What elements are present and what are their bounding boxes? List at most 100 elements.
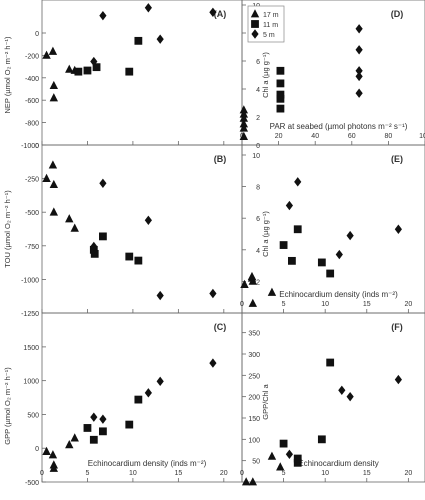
x-tick-label: 0: [40, 470, 44, 477]
y-axis-label: TOU (µmol O₂ m⁻² h⁻¹): [3, 190, 12, 268]
y-tick-label: -1000: [21, 277, 39, 284]
data-point-diamond: [294, 177, 302, 187]
data-point-diamond: [99, 178, 107, 189]
y-axis-label: GPP/Chl a: [261, 383, 270, 419]
y-tick-label: -1250: [21, 311, 39, 318]
data-point-diamond: [394, 224, 402, 234]
data-point-triangle: [42, 173, 51, 182]
data-point-diamond: [90, 241, 98, 252]
data-point-diamond: [99, 414, 107, 424]
y-tick-label: 150: [248, 416, 260, 423]
x-tick-label: 15: [363, 470, 371, 477]
y-tick-label: 500: [27, 412, 39, 419]
series-square: [279, 225, 335, 278]
data-point-square: [276, 90, 285, 99]
y-axis-label: NEP (µmol O₂ m⁻² h⁻¹): [3, 36, 12, 114]
data-point-triangle: [49, 80, 59, 90]
data-point-square: [83, 424, 92, 432]
panel-d: 0246810020406080100Chl a (µg g⁻¹)PAR at …: [239, 0, 425, 150]
data-point-square: [89, 435, 98, 444]
data-point-diamond: [355, 66, 363, 76]
y-tick-label: -750: [25, 244, 39, 251]
legend-label: 17 m: [263, 12, 279, 19]
panel-f: 50 100 150 200 250 300 350 0 5 10 15 20 GPP/Chl a Ech…: [240, 312, 425, 486]
data-point-triangle: [70, 433, 79, 442]
x-axis-label: Echinocardium density (inds m⁻²): [279, 290, 398, 299]
data-point-square: [293, 458, 302, 467]
x-tick-label: 10: [129, 470, 137, 477]
data-point-square: [279, 439, 288, 448]
data-point-diamond: [90, 412, 98, 422]
x-tick-label: 20: [275, 133, 283, 140]
data-point-diamond: [209, 358, 217, 368]
data-point-diamond: [346, 391, 354, 402]
data-point-triangle: [48, 160, 58, 169]
data-point-square: [326, 269, 335, 278]
data-point-triangle: [239, 131, 249, 140]
data-point-square: [293, 454, 302, 463]
data-point-diamond: [338, 385, 346, 395]
data-point-diamond: [355, 45, 363, 55]
series-diamond: [90, 178, 217, 301]
panel-label: (E): [391, 154, 403, 164]
data-point-square: [276, 94, 285, 103]
data-point-square: [90, 249, 99, 258]
y-tick-label: -200: [25, 53, 39, 60]
x-axis-label: Echinocardium density: [298, 459, 378, 468]
x-tick-label: 10: [321, 470, 329, 477]
data-point-diamond: [144, 3, 152, 13]
data-point-triangle: [267, 287, 277, 296]
y-tick-label: 6: [256, 216, 260, 223]
x-tick-label: 40: [311, 133, 319, 140]
data-point-diamond: [285, 449, 294, 459]
data-point-square: [317, 258, 326, 267]
data-point-triangle: [239, 109, 249, 118]
series-square: [74, 36, 143, 76]
y-tick-label: -500: [25, 480, 39, 487]
data-point-square: [251, 20, 259, 28]
series-square: [83, 395, 143, 444]
data-point-triangle: [250, 9, 260, 18]
data-point-triangle: [65, 64, 74, 73]
data-point-diamond: [394, 374, 402, 385]
data-point-triangle: [248, 298, 258, 307]
x-tick-label: 0: [240, 301, 244, 308]
panel-b: -1250 -1000 -750 -500 -250 0 TOU (µmol O₂ m⁻² …: [3, 143, 243, 318]
legend: 17 m 11 m 5 m: [247, 5, 285, 43]
series-square: [279, 358, 335, 467]
legend-label: 11 m: [263, 22, 278, 29]
y-axis-label: Chl a (µg g⁻¹): [261, 52, 270, 98]
data-point-square: [293, 225, 302, 234]
x-tick-label: 20: [404, 470, 412, 477]
data-point-triangle: [42, 50, 51, 59]
series-diamond: [355, 24, 363, 98]
data-point-triangle: [240, 279, 249, 288]
y-tick-label: 100: [248, 437, 260, 444]
y-tick-label: 6: [256, 59, 260, 66]
data-point-square: [74, 67, 83, 76]
y-tick-label: 0: [35, 143, 39, 150]
y-tick-label: 0: [35, 31, 39, 38]
data-point-triangle: [267, 451, 277, 460]
x-tick-label: 10: [321, 301, 329, 308]
x-tick-label: 20: [220, 470, 228, 477]
data-point-square: [288, 256, 296, 265]
data-point-square: [134, 395, 143, 404]
data-point-square: [99, 427, 107, 436]
y-tick-label: 4: [256, 248, 260, 255]
data-point-triangle: [239, 113, 249, 122]
x-axis-label: PAR at seabed (µmol photons m⁻² s⁻¹): [270, 122, 408, 131]
data-point-square: [125, 252, 134, 261]
series-triangle: [42, 160, 79, 232]
x-tick-label: 15: [174, 470, 182, 477]
panel-label: (B): [214, 154, 227, 164]
y-tick-label: -800: [25, 121, 39, 128]
y-axis-label: Chl a (µg g⁻¹): [261, 211, 270, 257]
series-triangle: [241, 451, 285, 486]
data-point-square: [125, 420, 134, 429]
data-point-square: [276, 79, 285, 88]
data-point-triangle: [42, 446, 51, 455]
data-point-square: [279, 241, 288, 249]
x-tick-label: 0: [240, 470, 244, 477]
